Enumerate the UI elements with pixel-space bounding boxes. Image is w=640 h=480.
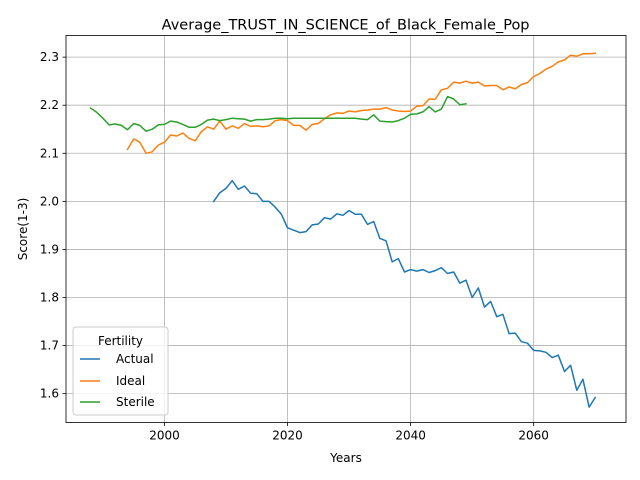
y-tick-label: 2.1 — [40, 146, 59, 160]
x-axis-ticks: 2000 2020 2040 2060 — [149, 422, 549, 443]
legend-label-sterile: Sterile — [116, 395, 155, 409]
y-tick-label: 1.7 — [40, 339, 59, 353]
y-tick-label: 2.3 — [40, 50, 59, 64]
y-tick-label: 2.0 — [40, 194, 59, 208]
legend-title: Fertility — [98, 334, 143, 348]
series-line-sterile — [89, 95, 467, 132]
plot-frame — [65, 35, 627, 423]
legend: Fertility Actual Ideal Sterile — [72, 326, 169, 416]
legend-label-actual: Actual — [116, 352, 154, 366]
x-axis-label: Years — [329, 451, 362, 465]
x-tick-label: 2060 — [518, 429, 549, 443]
legend-box — [72, 326, 169, 416]
y-tick-label: 1.6 — [40, 387, 59, 401]
legend-label-ideal: Ideal — [116, 374, 145, 388]
y-tick-label: 1.8 — [40, 291, 59, 305]
x-tick-label: 2040 — [395, 429, 426, 443]
series-line-actual — [212, 179, 597, 408]
chart-title: Average_TRUST_IN_SCIENCE_of_Black_Female… — [162, 18, 530, 34]
y-axis-label: Score(1-3) — [16, 198, 30, 261]
y-tick-label: 1.9 — [40, 242, 59, 256]
series-line-ideal — [126, 52, 597, 155]
series-lines — [89, 52, 597, 408]
x-tick-label: 2000 — [149, 429, 180, 443]
y-axis-ticks: 1.6 1.7 1.8 1.9 2.0 2.1 2.2 2.3 — [40, 50, 66, 401]
x-tick-label: 2020 — [272, 429, 303, 443]
y-tick-label: 2.2 — [40, 98, 59, 112]
